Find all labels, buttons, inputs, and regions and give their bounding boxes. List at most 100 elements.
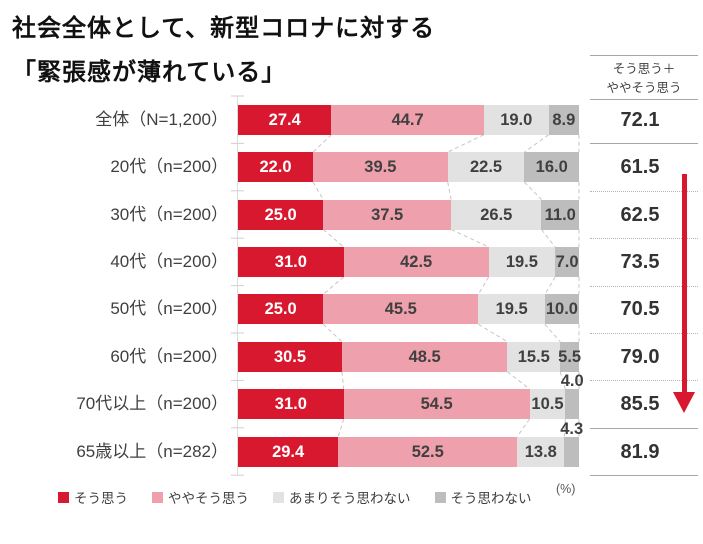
bar-segment xyxy=(342,341,508,372)
segment-value: 13.8 xyxy=(524,442,557,461)
bar-segment xyxy=(451,199,542,230)
legend-label: そう思わない xyxy=(450,491,532,506)
segment-value: 10.5 xyxy=(531,395,564,414)
chart-legend: そう思う ややそう思う あまりそう思わない そう思わない xyxy=(58,487,532,507)
segment-value: 11.0 xyxy=(544,205,576,224)
segment-value: 7.0 xyxy=(555,252,579,271)
bar-segment xyxy=(544,294,579,325)
bar-segment xyxy=(541,199,579,230)
bar-segment xyxy=(555,246,579,277)
segment-value: 8.9 xyxy=(552,110,576,129)
totals-column-header: そう思う＋ ややそう思う xyxy=(589,60,699,99)
legend-label: あまりそう思わない xyxy=(289,491,411,506)
totals-separator xyxy=(590,333,698,334)
bar-segment xyxy=(323,199,452,230)
totals-header-rule-top xyxy=(590,55,698,56)
row-label: 30代（n=200） xyxy=(110,204,228,224)
segment-value: 4.3 xyxy=(560,419,584,438)
そう思わない-legend-swatch-icon xyxy=(434,491,446,503)
segment-value: 25.0 xyxy=(264,300,297,319)
segment-value: 15.5 xyxy=(517,347,550,366)
そう思う-legend-swatch-icon xyxy=(58,491,69,503)
segment-value: 39.5 xyxy=(364,158,397,177)
segment-value: 22.0 xyxy=(259,158,292,177)
segment-value: 44.7 xyxy=(391,110,424,129)
segment-value: 19.0 xyxy=(500,110,533,129)
legend-item: そう思う xyxy=(58,487,128,507)
totals-header-rule-bottom xyxy=(590,99,698,100)
bar-segment xyxy=(238,199,324,230)
totals-separator xyxy=(590,380,698,382)
segment-value: 54.5 xyxy=(420,395,453,414)
legend-label: そう思う xyxy=(74,491,128,506)
bar-segment xyxy=(517,436,565,467)
totals-header-line2: ややそう思う xyxy=(606,81,682,96)
percent-unit-label: (%) xyxy=(556,482,576,496)
segment-value: 52.5 xyxy=(411,442,444,461)
total-value: 61.5 xyxy=(620,156,660,179)
chart-title-line1: 社会全体として、新型コロナに対する xyxy=(12,15,436,42)
segment-value: 27.4 xyxy=(268,110,301,129)
row-label: 全体（N=1,200） xyxy=(95,109,228,129)
segment-value: 31.0 xyxy=(274,395,307,414)
row-label: 65歳以上（n=282） xyxy=(76,441,228,461)
trend-down-arrow-shaft xyxy=(682,174,687,394)
segment-value: 37.5 xyxy=(371,205,404,224)
segment-value: 4.0 xyxy=(560,372,584,391)
total-value: 72.1 xyxy=(620,108,660,131)
trend-down-arrow-icon xyxy=(673,392,695,413)
bar-segment xyxy=(238,246,344,277)
bar-segment xyxy=(507,341,561,372)
row-label: 20代（n=200） xyxy=(110,157,228,177)
bar-segment xyxy=(548,104,579,135)
bar-segment xyxy=(313,152,448,183)
totals-separator xyxy=(590,427,698,429)
bar-segment xyxy=(238,436,339,467)
total-value: 79.0 xyxy=(620,345,660,368)
total-value: 73.5 xyxy=(620,250,660,273)
legend-label: ややそう思う xyxy=(168,491,249,506)
totals-separator xyxy=(590,475,698,477)
bar-segment xyxy=(478,294,545,325)
segment-value: 22.5 xyxy=(470,158,503,177)
legend-item: あまりそう思わない xyxy=(273,487,411,507)
row-label: 70代以上（n=200） xyxy=(76,394,228,414)
bar-segment xyxy=(238,389,344,420)
total-value: 85.5 xyxy=(620,393,660,416)
segment-value: 26.5 xyxy=(480,205,513,224)
bar-segment xyxy=(343,246,489,277)
segment-value: 48.5 xyxy=(408,347,441,366)
total-value: 81.9 xyxy=(620,440,660,463)
bar-segment xyxy=(238,104,332,135)
segment-value: 19.5 xyxy=(505,252,538,271)
bar-segment xyxy=(343,389,530,420)
segment-value: 31.0 xyxy=(274,252,307,271)
chart-title-line2: 「緊張感が薄れている」 xyxy=(12,59,287,86)
segment-value: 42.5 xyxy=(400,252,433,271)
row-label: 60代（n=200） xyxy=(110,346,228,366)
totals-header-line1: そう思う＋ xyxy=(612,62,676,76)
bar-segment xyxy=(238,341,342,372)
bar-segment xyxy=(564,436,579,467)
segment-value: 5.5 xyxy=(558,347,582,366)
segment-value: 29.4 xyxy=(272,442,305,461)
legend-item: ややそう思う xyxy=(152,487,249,507)
bar-segment xyxy=(560,341,579,372)
segment-value: 19.5 xyxy=(495,300,528,319)
bar-segment xyxy=(238,294,324,325)
bar-segment xyxy=(331,104,484,135)
bar-segment xyxy=(238,152,314,183)
totals-separator xyxy=(590,190,698,192)
bar-segment xyxy=(565,389,579,420)
bar-segment xyxy=(323,294,479,325)
bar-segment xyxy=(524,152,579,183)
bar-segment xyxy=(338,436,518,467)
bar-segment xyxy=(483,104,549,135)
total-value: 62.5 xyxy=(620,203,660,226)
あまりそう思わない-legend-swatch-icon xyxy=(273,491,284,503)
bar-segment xyxy=(529,389,566,420)
ややそう思う-legend-swatch-icon xyxy=(152,491,163,503)
segment-value: 30.5 xyxy=(273,347,307,366)
segment-value: 25.0 xyxy=(264,205,297,224)
